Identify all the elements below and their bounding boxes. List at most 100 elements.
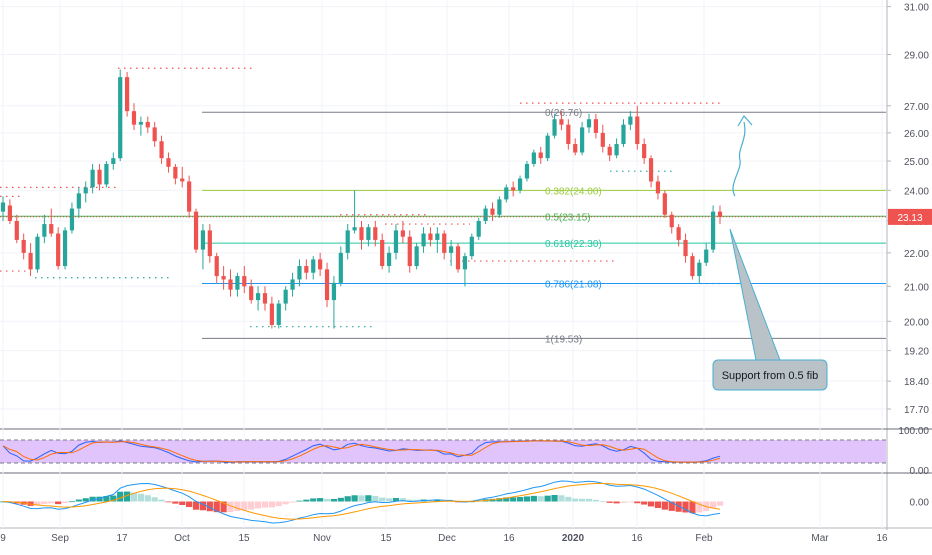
macd-histogram-bar xyxy=(558,495,565,502)
fib-level-label: 0.382(24.00) xyxy=(545,186,602,197)
candle-body xyxy=(690,256,695,277)
macd-histogram-bar xyxy=(89,496,96,502)
macd-histogram-bar xyxy=(151,497,158,502)
macd-histogram-bar xyxy=(117,491,124,502)
macd-histogram-bar xyxy=(82,498,89,502)
candle-body xyxy=(662,193,667,215)
candle-body xyxy=(255,293,261,301)
candle-body xyxy=(242,276,247,287)
forecast-path xyxy=(732,121,746,197)
macd-histogram-bar xyxy=(48,501,55,504)
candle-body xyxy=(628,116,633,125)
candle-body xyxy=(538,152,543,159)
candle-body xyxy=(180,178,185,182)
candle-body xyxy=(655,181,661,194)
macd-histogram-bar xyxy=(289,501,296,503)
candle-body xyxy=(173,166,178,179)
macd-histogram-bar xyxy=(261,501,269,508)
macd-tick-label: 0.00 xyxy=(910,498,930,509)
time-tick-label: 17 xyxy=(116,533,128,544)
macd-histogram-bar xyxy=(468,501,475,503)
candle-body xyxy=(338,252,343,283)
candle-body xyxy=(62,230,68,267)
macd-histogram-bar xyxy=(654,501,662,508)
macd-histogram-bar xyxy=(110,495,117,502)
candle-body xyxy=(235,276,240,290)
macd-histogram-bar xyxy=(254,501,262,509)
candle-body xyxy=(642,144,647,159)
macd-histogram-bar xyxy=(61,501,69,504)
macd-histogram-bar xyxy=(406,499,413,502)
macd-histogram-bar xyxy=(399,498,406,502)
candle-body xyxy=(559,119,564,125)
candle-body xyxy=(483,208,488,221)
candle-body xyxy=(145,121,150,128)
callout-text: Support from 0.5 fib xyxy=(722,370,819,382)
candle-body xyxy=(21,239,26,253)
candle-body xyxy=(152,127,157,142)
candle-body xyxy=(262,293,268,304)
price-tick-label: 25.00 xyxy=(904,157,929,168)
macd-pane: 0.00 xyxy=(0,480,930,524)
candle-body xyxy=(276,303,281,325)
macd-histogram-bar xyxy=(523,496,531,502)
candle-body xyxy=(35,236,40,270)
macd-histogram-bar xyxy=(689,501,696,514)
candle-body xyxy=(324,269,330,301)
macd-histogram-bar xyxy=(248,501,255,510)
price-tick-label: 31.00 xyxy=(904,3,929,14)
candle-body xyxy=(56,233,61,267)
candle-body xyxy=(221,276,226,280)
macd-histogram-bar xyxy=(179,501,186,505)
candle-body xyxy=(366,227,371,240)
candle-body xyxy=(269,303,274,325)
candle-body xyxy=(683,239,688,257)
callout: Support from 0.5 fib xyxy=(712,228,828,391)
macd-histogram-bar xyxy=(627,501,634,503)
macd-histogram-bar xyxy=(585,498,593,502)
price-tick-label: 21.00 xyxy=(904,282,929,293)
price-tick-label: 18.40 xyxy=(904,377,929,388)
macd-histogram-bar xyxy=(310,498,317,502)
candle-body xyxy=(318,259,323,270)
macd-histogram-bar xyxy=(620,501,627,503)
candle-body xyxy=(428,233,433,240)
macd-histogram-bar xyxy=(220,501,227,513)
candle-body xyxy=(200,230,206,250)
macd-histogram-bar xyxy=(392,497,400,502)
macd-histogram-bar xyxy=(130,492,138,502)
time-tick-label: 15 xyxy=(380,533,392,544)
candle-body xyxy=(14,220,19,240)
macd-histogram-bar xyxy=(317,498,324,502)
candle-body xyxy=(455,246,461,270)
candle-body xyxy=(7,205,12,221)
macd-histogram-bar xyxy=(710,501,717,508)
candle-body xyxy=(393,230,399,253)
macd-histogram-bar xyxy=(537,496,544,502)
candle-body xyxy=(97,169,102,185)
macd-histogram-bar xyxy=(572,498,579,502)
macd-histogram-bar xyxy=(661,501,668,510)
price-tick-label: 19.20 xyxy=(904,347,929,358)
candle-body xyxy=(104,163,109,185)
price-tick-label: 20.00 xyxy=(904,317,929,328)
candle-body xyxy=(118,77,123,159)
candle-body xyxy=(476,220,481,237)
candle-body xyxy=(490,208,495,215)
candle-body xyxy=(0,202,6,212)
candle-body xyxy=(345,230,350,253)
macd-histogram-bar xyxy=(599,501,606,503)
price-tick-label: 22.00 xyxy=(904,249,929,260)
macd-histogram-bar xyxy=(330,499,338,502)
candle-body xyxy=(131,111,137,125)
macd-histogram-bar xyxy=(55,501,62,505)
candle-body xyxy=(311,259,316,273)
macd-signal-line xyxy=(2,483,721,520)
price-tick-label: 26.00 xyxy=(904,129,929,140)
macd-histogram-bar xyxy=(165,501,172,503)
macd-histogram-bar xyxy=(282,501,289,505)
macd-histogram-bar xyxy=(544,495,551,502)
candle-body xyxy=(193,211,199,250)
time-tick-label: 16 xyxy=(876,533,888,544)
